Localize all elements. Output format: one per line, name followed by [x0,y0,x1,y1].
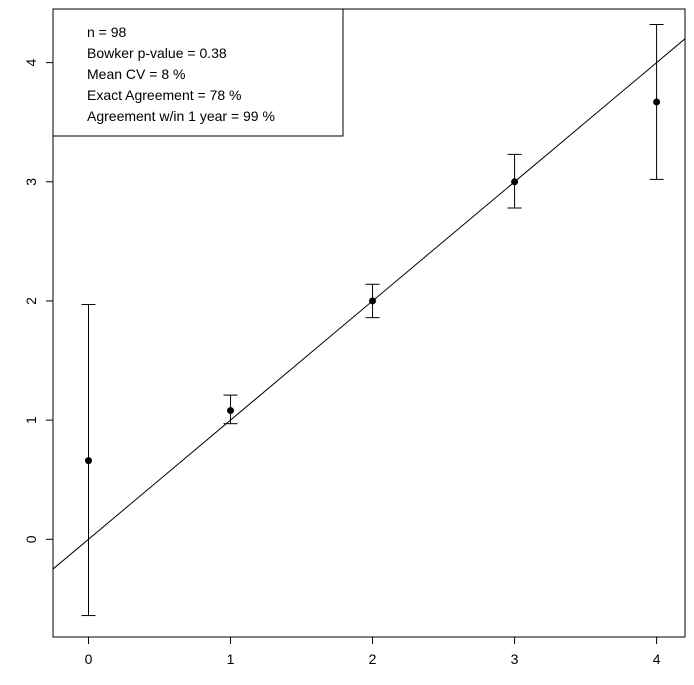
legend-box [52,8,344,137]
legend-line-exact-agreement: Exact Agreement = 78 % [87,87,241,103]
y-tick-label: 1 [23,416,39,424]
y-axis: 0 1 2 3 4 [23,59,53,543]
legend-line-agreement-1yr: Agreement w/in 1 year = 99 % [87,108,275,124]
y-tick-label: 4 [23,59,39,67]
legend-line-mean-cv: Mean CV = 8 % [87,66,185,82]
data-point [227,407,235,415]
data-point [85,457,93,465]
x-tick-label: 4 [653,651,661,667]
data-points [85,98,661,465]
data-point [369,297,377,305]
stats-legend: n = 98 Bowker p-value = 0.38 Mean CV = 8… [52,8,344,137]
y-tick-label: 0 [23,535,39,543]
x-tick-label: 1 [227,651,235,667]
x-tick-label: 2 [369,651,377,667]
reference-line [53,38,685,570]
data-point [511,178,519,186]
x-tick-label: 0 [85,651,93,667]
legend-line-n: n = 98 [87,24,127,40]
x-axis: 0 1 2 3 4 [85,637,661,667]
plot-frame [52,8,686,638]
y-tick-label: 3 [23,178,39,186]
legend-line-bowker: Bowker p-value = 0.38 [87,45,227,61]
y-tick-label: 2 [23,297,39,305]
x-tick-label: 3 [511,651,519,667]
data-point [653,98,661,106]
